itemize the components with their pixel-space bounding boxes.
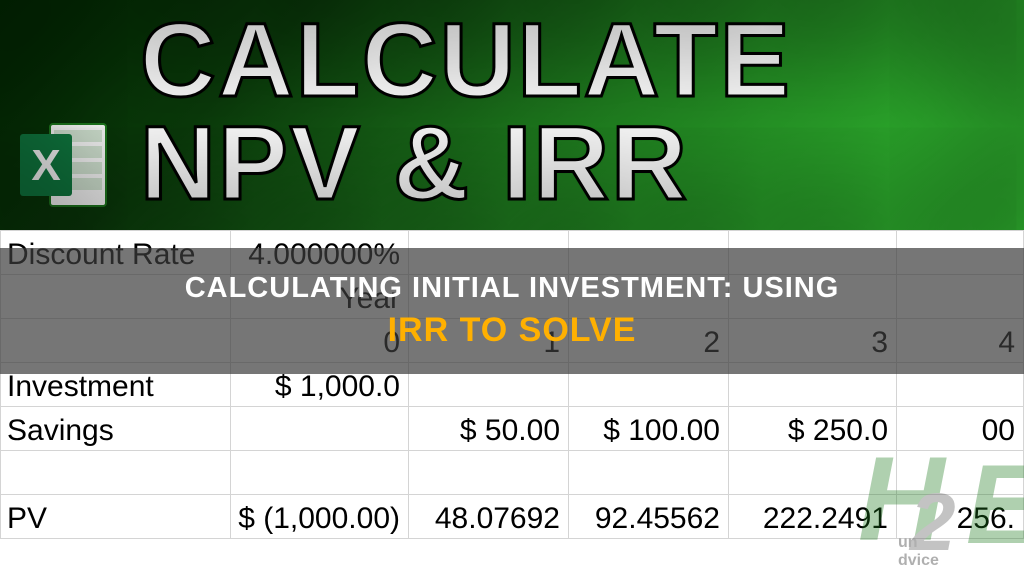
savings-4: 00 — [897, 407, 1024, 451]
pv-3: 222.2491 — [729, 495, 897, 539]
banner-title: CALCULATE NPV & IRR — [140, 10, 792, 216]
row-savings: Savings $ 50.00 $ 100.00 $ 250.0 00 — [1, 407, 1024, 451]
row-pv: PV $ (1,000.00) 48.07692 92.45562 222.24… — [1, 495, 1024, 539]
pv-0: $ (1,000.00) — [231, 495, 409, 539]
svg-text:X: X — [31, 141, 60, 190]
pv-4: 256. — [897, 495, 1024, 539]
savings-3: $ 250.0 — [729, 407, 897, 451]
savings-2: $ 100.00 — [569, 407, 729, 451]
overlay-line2: IRR TO SOLVE — [388, 311, 637, 350]
wm-cap2: dvice — [898, 552, 939, 569]
pv-label: PV — [1, 495, 231, 539]
title-overlay: CALCULATING INITIAL INVESTMENT: USING IR… — [0, 248, 1024, 374]
pv-1: 48.07692 — [409, 495, 569, 539]
pv-2: 92.45562 — [569, 495, 729, 539]
hero-banner: X CALCULATE NPV & IRR — [0, 0, 1024, 230]
row-blank — [1, 451, 1024, 495]
savings-1: $ 50.00 — [409, 407, 569, 451]
savings-label: Savings — [1, 407, 231, 451]
banner-line1: CALCULATE — [140, 2, 792, 119]
overlay-line1: CALCULATING INITIAL INVESTMENT: USING — [185, 272, 840, 305]
excel-icon: X — [20, 120, 110, 210]
savings-0 — [231, 407, 409, 451]
banner-line2: NPV & IRR — [140, 105, 689, 222]
